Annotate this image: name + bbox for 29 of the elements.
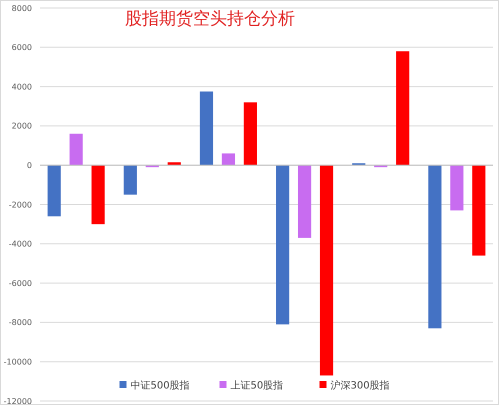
y-tick-label: -10000 (4, 358, 32, 366)
bar (200, 92, 214, 166)
y-tick-label: 4000 (12, 82, 32, 92)
y-tick-label: -2000 (8, 200, 32, 210)
bar (428, 165, 442, 328)
y-tick-label: -4000 (8, 240, 32, 249)
y-tick-label: 8000 (12, 4, 32, 13)
bar (450, 165, 464, 210)
bar (222, 153, 236, 166)
legend-label: 中证500股指 (130, 380, 190, 392)
bar (320, 165, 334, 376)
bar (396, 51, 410, 166)
bar (48, 165, 61, 216)
y-tick-label: 0 (26, 161, 32, 170)
bar (276, 165, 290, 324)
bar (92, 165, 105, 224)
y-tick-label: 2000 (12, 122, 32, 131)
bar (124, 165, 137, 195)
y-tick-label: -6000 (8, 278, 32, 288)
bar (472, 165, 486, 256)
y-tick-label: -12000 (4, 396, 32, 405)
bar (298, 165, 312, 238)
legend-label: 上证50股指 (230, 380, 284, 392)
y-tick-label: 6000 (12, 43, 32, 52)
legend-label: 沪深300股指 (330, 380, 390, 392)
bar (244, 102, 257, 166)
chart-title: 股指期货空头持仓分析 (125, 9, 295, 29)
y-tick-label: -8000 (8, 318, 32, 328)
bar (70, 134, 83, 166)
